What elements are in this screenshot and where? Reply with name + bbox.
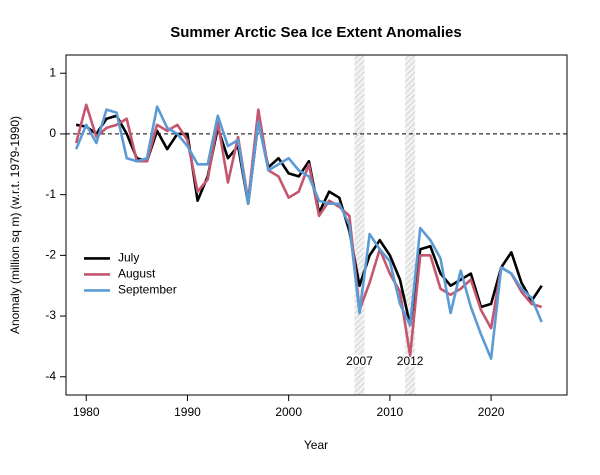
x-axis-label: Year	[304, 438, 328, 452]
y-tick-label: 1	[49, 65, 56, 79]
legend-label: August	[118, 267, 156, 281]
series-line	[74, 105, 543, 360]
series-line	[74, 103, 543, 357]
plot-frame	[65, 54, 568, 396]
legend-label: July	[118, 251, 139, 265]
highlight-band	[354, 55, 365, 395]
highlight-band	[405, 55, 416, 395]
x-tick-label: 1990	[174, 405, 201, 419]
chart-title: Summer Arctic Sea Ice Extent Anomalies	[170, 24, 462, 41]
y-tick-label: -4	[45, 369, 56, 383]
highlight-label: 2012	[397, 354, 424, 368]
y-tick-label: -3	[45, 308, 56, 322]
y-axis-label: Anomaly (million sq m) (w.r.t. 1979-1990…	[8, 116, 22, 334]
highlight-label: 2007	[346, 354, 373, 368]
x-tick-label: 2020	[478, 405, 505, 419]
x-tick-label: 2000	[275, 405, 302, 419]
legend-label: September	[118, 283, 177, 297]
y-tick-label: -2	[45, 248, 56, 262]
y-tick-label: -1	[45, 187, 56, 201]
x-tick-label: 2010	[377, 405, 404, 419]
x-tick-label: 1980	[73, 405, 100, 419]
y-tick-label: 0	[49, 126, 56, 140]
